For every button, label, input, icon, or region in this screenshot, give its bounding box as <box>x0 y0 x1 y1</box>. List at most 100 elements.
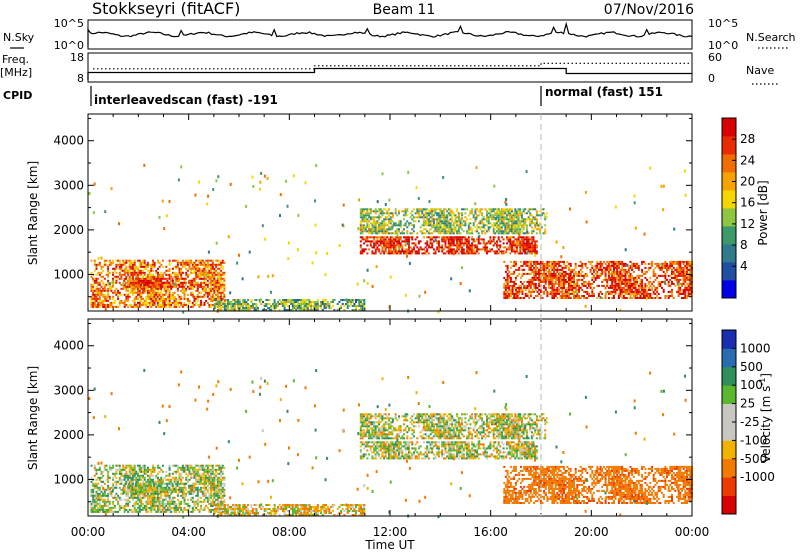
power-cell <box>386 216 389 219</box>
power-cell <box>191 277 194 280</box>
power-cell <box>203 261 206 264</box>
power-cell <box>391 228 394 231</box>
power-cell <box>171 267 174 270</box>
power-cell <box>363 218 366 221</box>
power-cell <box>667 264 670 267</box>
power-cell <box>519 290 522 293</box>
power-cell <box>260 171 263 175</box>
power-cell <box>542 212 545 215</box>
power-cell <box>677 264 680 267</box>
power-cell <box>434 236 437 239</box>
power-cell <box>183 303 186 306</box>
power-cell <box>118 273 121 276</box>
power-cell <box>573 268 575 271</box>
power-cell <box>621 288 624 291</box>
power-cell <box>686 272 688 275</box>
power-cell <box>404 244 407 247</box>
power-cell <box>103 295 106 298</box>
power-cell <box>374 244 377 247</box>
power-cell <box>153 289 156 292</box>
power-cell <box>534 216 537 219</box>
power-cell <box>607 276 610 279</box>
power-cell <box>394 246 397 249</box>
power-cell <box>622 262 625 265</box>
power-cell <box>393 246 395 249</box>
power-cell <box>449 236 452 239</box>
power-cell <box>328 305 331 307</box>
power-cell <box>612 295 615 297</box>
power-cell <box>404 248 407 251</box>
power-cell <box>223 307 226 309</box>
power-cell <box>188 265 191 268</box>
power-cell <box>384 228 387 231</box>
power-cell <box>669 284 672 287</box>
power-cell <box>158 215 161 219</box>
power-cell <box>431 226 434 229</box>
velocity-cell <box>107 486 110 489</box>
power-cell <box>211 267 214 270</box>
power-cell <box>597 295 600 297</box>
power-cell <box>216 273 219 276</box>
power-cell <box>667 297 670 299</box>
power-cell <box>315 307 318 309</box>
power-cell <box>158 273 161 276</box>
power-cell <box>138 279 141 282</box>
power-cell <box>475 216 478 220</box>
power-cell <box>424 246 427 249</box>
power-cell <box>112 297 115 300</box>
power-cell <box>378 214 381 217</box>
power-cell <box>592 274 595 277</box>
power-cell <box>98 287 101 290</box>
power-cell <box>388 218 390 221</box>
velocity-cell <box>95 468 98 471</box>
power-cell <box>621 272 624 275</box>
power-cell <box>622 268 625 271</box>
power-cell <box>518 272 521 275</box>
power-cell <box>681 260 683 263</box>
power-cell <box>461 238 464 241</box>
power-cell <box>120 275 123 278</box>
power-cell <box>364 216 367 219</box>
power-cell <box>654 297 657 299</box>
power-cell <box>386 212 389 215</box>
power-cell <box>308 303 311 305</box>
power-cell <box>627 282 630 285</box>
power-cell <box>437 224 440 227</box>
power-cell <box>604 262 607 265</box>
power-cell <box>185 261 188 264</box>
power-cell <box>215 301 218 303</box>
power-cell <box>553 266 556 269</box>
power-cell <box>449 244 452 247</box>
power-cell <box>467 246 470 249</box>
power-cell <box>411 238 414 241</box>
power-cell <box>293 307 296 309</box>
velocity-cell <box>107 500 110 503</box>
power-cell <box>100 271 103 274</box>
power-cell <box>413 230 415 233</box>
power-cell <box>657 282 660 285</box>
power-cell <box>120 299 123 302</box>
power-cell <box>383 242 386 245</box>
power-cell <box>486 248 488 251</box>
power-cell <box>626 278 629 281</box>
power-cell <box>223 277 226 280</box>
power-cell <box>681 272 683 275</box>
power-cell <box>601 262 604 265</box>
power-cell <box>183 279 186 282</box>
velocity-cell <box>98 486 101 489</box>
power-cell <box>208 275 211 278</box>
power-cell <box>519 252 522 255</box>
power-cell <box>384 232 387 235</box>
power-cell <box>345 298 348 302</box>
power-cell <box>506 238 508 241</box>
power-cell <box>611 270 614 273</box>
power-cell <box>148 279 151 282</box>
power-cell <box>123 267 126 270</box>
power-cell <box>161 297 164 300</box>
power-cell <box>677 290 680 293</box>
power-cell <box>437 232 440 235</box>
power-cell <box>193 269 196 272</box>
power-cell <box>520 248 523 251</box>
power-cell <box>238 305 241 307</box>
power-cell <box>432 220 435 223</box>
